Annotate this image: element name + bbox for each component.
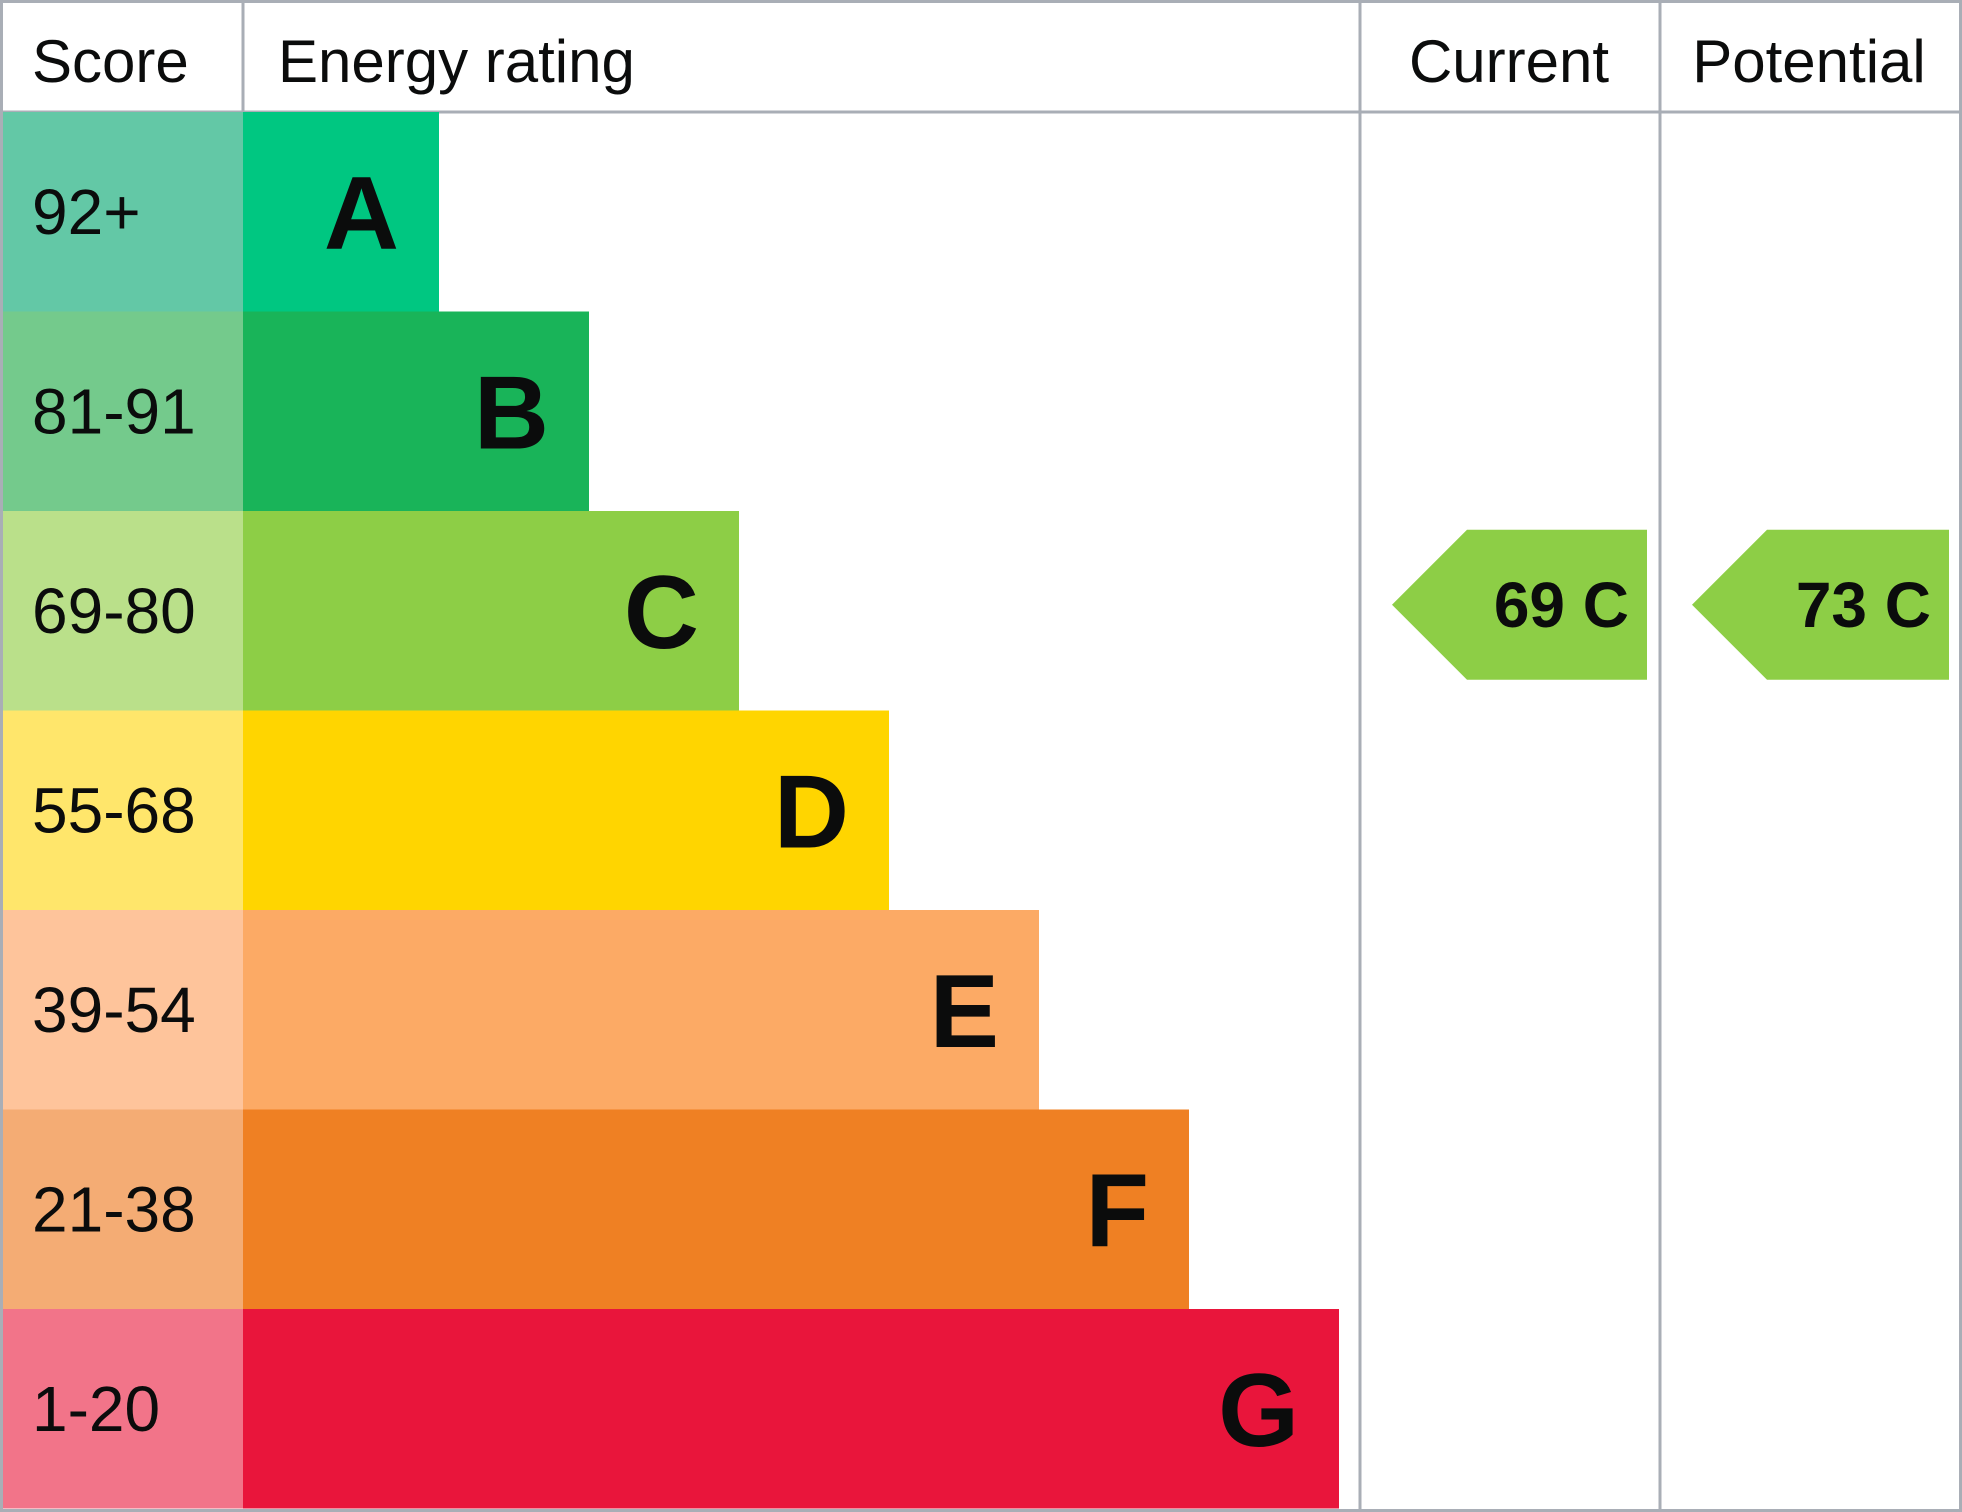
band-bar-e xyxy=(243,910,1039,1110)
score-label-c: 69-80 xyxy=(32,575,196,647)
score-label-d: 55-68 xyxy=(32,774,196,846)
band-letter-b: B xyxy=(474,355,549,471)
header-energy-rating: Energy rating xyxy=(278,28,635,95)
score-cell-g xyxy=(3,1309,243,1509)
score-label-b: 81-91 xyxy=(32,375,196,447)
potential-rating-label: 73 C xyxy=(1796,569,1931,641)
score-cell-c xyxy=(3,511,243,711)
header-current: Current xyxy=(1409,28,1609,95)
current-rating-label: 69 C xyxy=(1494,569,1629,641)
header-potential: Potential xyxy=(1692,28,1926,95)
band-bar-c xyxy=(243,511,739,711)
score-label-f: 21-38 xyxy=(32,1173,196,1245)
band-letter-g: G xyxy=(1218,1353,1299,1469)
score-cell-e xyxy=(3,910,243,1110)
current-rating-arrow xyxy=(1392,529,1647,680)
band-letter-a: A xyxy=(324,156,399,272)
rating-bands: 92+ A 81-91 B 69-80 C 55-68 D 39-54 E 21-38 F 1-20 G xyxy=(3,112,1339,1509)
band-bar-b xyxy=(243,311,589,511)
score-label-e: 39-54 xyxy=(32,974,196,1046)
band-letter-f: F xyxy=(1085,1153,1149,1269)
score-label-g: 1-20 xyxy=(32,1373,160,1445)
table-headers: Score Energy rating Current Potential xyxy=(32,28,1926,95)
score-cell-a xyxy=(3,112,243,312)
header-score: Score xyxy=(32,28,189,95)
score-cell-f xyxy=(3,1109,243,1309)
band-bar-d xyxy=(243,710,889,910)
score-cell-b xyxy=(3,311,243,511)
band-bar-a xyxy=(243,112,439,312)
score-label-a: 92+ xyxy=(32,176,141,248)
rating-indicators: 69 C 73 C xyxy=(1392,529,1949,680)
band-bar-f xyxy=(243,1109,1189,1309)
potential-rating-arrow xyxy=(1692,529,1949,680)
band-letter-e: E xyxy=(930,954,999,1070)
band-letter-d: D xyxy=(774,754,849,870)
score-cell-d xyxy=(3,710,243,910)
band-letter-c: C xyxy=(624,555,699,671)
band-bar-g xyxy=(243,1309,1339,1509)
